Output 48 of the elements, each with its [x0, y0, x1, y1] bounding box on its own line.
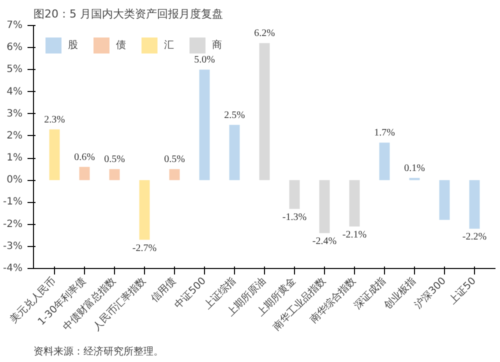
bar [229, 124, 240, 180]
legend-label: 汇 [164, 39, 175, 52]
chart-title: 图20：5 月国内大类资产回报月度复盘 [34, 8, 223, 20]
data-label: 1.7% [374, 128, 395, 139]
data-label: -2.4% [312, 236, 337, 248]
legend-label: 股 [68, 39, 79, 52]
y-tick-label: -1% [3, 196, 23, 208]
bar [409, 178, 420, 180]
bar [79, 166, 90, 180]
data-label: 0.1% [404, 162, 425, 174]
y-tick-label: 1% [6, 152, 23, 164]
bar [349, 180, 360, 227]
bar [289, 180, 300, 209]
data-label: 0.5% [104, 154, 125, 166]
legend-label: 债 [116, 39, 127, 52]
bar [169, 169, 180, 180]
y-tick-label: -3% [3, 240, 23, 252]
y-tick-label: 2% [6, 130, 23, 142]
bar [199, 70, 210, 180]
y-tick-label: 5% [6, 64, 23, 76]
bar [439, 180, 450, 220]
data-label: 5.0% [194, 54, 215, 66]
data-label: -1.3% [282, 212, 307, 223]
text: 资料来源：经济研究所整理。 [34, 346, 164, 358]
data-label: 2.3% [44, 114, 65, 126]
y-tick-label: 4% [6, 86, 23, 98]
bar [259, 43, 270, 180]
data-label: -2.2% [462, 232, 487, 243]
data-label: 0.6% [74, 152, 95, 163]
data-label: 2.5% [224, 110, 245, 121]
y-tick-label: 7% [6, 20, 23, 31]
data-label: -2.1% [342, 230, 367, 241]
y-tick-label: -2% [3, 218, 23, 230]
y-tick-label: -4% [3, 263, 23, 274]
bar [109, 169, 120, 180]
bar [49, 129, 60, 180]
x-tick-label: 上证50 [446, 274, 478, 307]
data-label: -2.7% [132, 242, 157, 254]
bar [319, 180, 330, 234]
data-label: 6.2% [254, 28, 275, 40]
y-tick-label: 0% [6, 174, 23, 186]
legend-label: 商 [212, 38, 223, 52]
bar [469, 180, 480, 229]
data-label: 0.5% [164, 154, 185, 166]
y-tick-label: 6% [6, 42, 23, 54]
y-tick-label: 3% [6, 108, 23, 120]
bar [139, 180, 150, 240]
bar [379, 142, 390, 180]
